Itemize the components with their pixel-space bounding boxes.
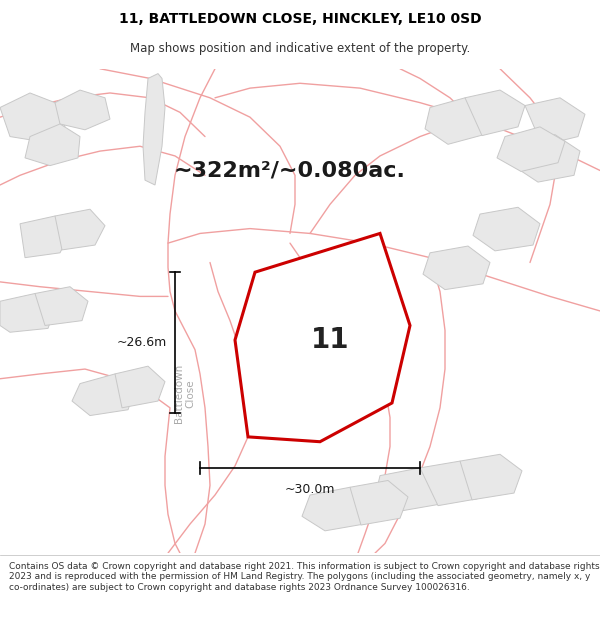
Polygon shape xyxy=(143,74,165,185)
Polygon shape xyxy=(115,366,165,408)
Polygon shape xyxy=(72,374,135,416)
Polygon shape xyxy=(0,294,55,333)
Polygon shape xyxy=(235,233,410,442)
Text: ~26.6m: ~26.6m xyxy=(117,336,167,349)
Polygon shape xyxy=(375,468,445,511)
Text: ~30.0m: ~30.0m xyxy=(285,483,335,496)
Text: ~322m²/~0.080ac.: ~322m²/~0.080ac. xyxy=(174,161,406,181)
Polygon shape xyxy=(465,90,525,136)
Polygon shape xyxy=(350,481,408,525)
Polygon shape xyxy=(473,208,540,251)
Polygon shape xyxy=(423,246,490,289)
Polygon shape xyxy=(420,461,485,506)
Polygon shape xyxy=(497,127,565,171)
Text: 11: 11 xyxy=(311,326,349,354)
Text: 11, BATTLEDOWN CLOSE, HINCKLEY, LE10 0SD: 11, BATTLEDOWN CLOSE, HINCKLEY, LE10 0SD xyxy=(119,12,481,26)
Polygon shape xyxy=(460,454,522,500)
Text: Battledown
Close: Battledown Close xyxy=(174,364,196,423)
Polygon shape xyxy=(302,488,372,531)
Polygon shape xyxy=(0,93,65,141)
Text: Map shows position and indicative extent of the property.: Map shows position and indicative extent… xyxy=(130,42,470,54)
Polygon shape xyxy=(513,134,580,182)
Polygon shape xyxy=(55,209,105,250)
Text: Contains OS data © Crown copyright and database right 2021. This information is : Contains OS data © Crown copyright and d… xyxy=(9,562,599,591)
Polygon shape xyxy=(425,98,490,144)
Polygon shape xyxy=(35,287,88,326)
Polygon shape xyxy=(20,216,70,258)
Polygon shape xyxy=(55,90,110,130)
Polygon shape xyxy=(25,124,80,166)
Polygon shape xyxy=(525,98,585,145)
